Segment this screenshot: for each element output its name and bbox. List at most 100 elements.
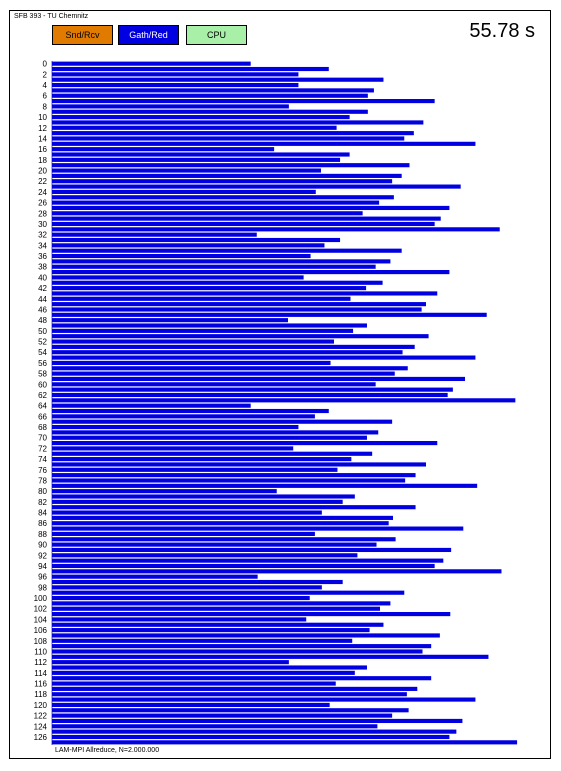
bar-59 xyxy=(52,376,466,382)
bar-1 xyxy=(52,66,329,72)
bar-4 xyxy=(52,82,299,88)
bar-80 xyxy=(52,489,277,494)
bar-43 xyxy=(52,291,438,296)
tick-label-116: 116 xyxy=(34,680,47,689)
tick-label-2: 2 xyxy=(43,70,48,79)
tick-label-110: 110 xyxy=(34,647,47,656)
tick-label-88: 88 xyxy=(38,530,47,539)
bar-118 xyxy=(52,692,407,697)
bar-95 xyxy=(52,569,502,574)
bar-24 xyxy=(52,189,316,194)
tick-label-58: 58 xyxy=(38,370,47,379)
tick-label-124: 124 xyxy=(34,722,48,731)
tick-label-66: 66 xyxy=(38,412,47,421)
tick-label-64: 64 xyxy=(38,402,47,411)
bar-47 xyxy=(52,312,487,317)
bar-42 xyxy=(52,286,367,291)
bar-77 xyxy=(52,473,416,478)
bar-22 xyxy=(52,179,393,184)
bar-30 xyxy=(52,221,435,227)
tick-label-100: 100 xyxy=(34,594,48,603)
tick-label-50: 50 xyxy=(38,327,47,336)
bar-65 xyxy=(52,408,329,414)
tick-label-80: 80 xyxy=(38,487,47,496)
bar-102 xyxy=(52,606,380,611)
bar-39 xyxy=(52,270,450,275)
bar-124 xyxy=(52,724,378,729)
tick-label-74: 74 xyxy=(38,455,47,464)
tick-label-10: 10 xyxy=(38,113,47,122)
bar-25 xyxy=(52,195,394,200)
bar-36 xyxy=(52,253,311,259)
bar-49 xyxy=(52,323,367,328)
bar-14 xyxy=(52,136,405,141)
bar-66 xyxy=(52,414,315,419)
bar-81 xyxy=(52,494,355,499)
tick-label-120: 120 xyxy=(34,701,48,710)
tick-label-8: 8 xyxy=(43,102,48,111)
bar-54 xyxy=(52,350,403,355)
tick-label-112: 112 xyxy=(34,658,47,667)
tick-label-98: 98 xyxy=(38,583,47,592)
bar-78 xyxy=(52,478,406,483)
legend-gath-red: Gath/Red xyxy=(118,25,179,45)
bar-82 xyxy=(52,499,343,504)
bar-106 xyxy=(52,628,370,633)
bar-62 xyxy=(52,392,448,398)
tick-label-108: 108 xyxy=(34,637,48,646)
tick-label-104: 104 xyxy=(34,615,48,624)
bar-6 xyxy=(52,93,368,98)
bar-74 xyxy=(52,457,352,462)
bar-67 xyxy=(52,419,393,424)
tick-label-126: 126 xyxy=(34,733,48,742)
bar-69 xyxy=(52,430,379,435)
bar-107 xyxy=(52,633,440,638)
bar-56 xyxy=(52,360,331,365)
tick-label-42: 42 xyxy=(38,284,47,293)
bar-68 xyxy=(52,424,299,430)
bar-41 xyxy=(52,280,383,285)
tick-label-54: 54 xyxy=(38,348,47,357)
bar-73 xyxy=(52,451,373,456)
bar-57 xyxy=(52,366,408,371)
bar-20 xyxy=(52,168,321,173)
bar-114 xyxy=(52,670,355,675)
bar-8 xyxy=(52,104,289,109)
tick-label-68: 68 xyxy=(38,423,47,432)
bar-121 xyxy=(52,708,409,713)
bar-110 xyxy=(52,649,423,654)
footer-note: LAM-MPI Allreduce, N=2.000.000 xyxy=(55,747,160,754)
bar-3 xyxy=(52,77,384,82)
bar-109 xyxy=(52,644,432,649)
bar-79 xyxy=(52,483,478,488)
bar-108 xyxy=(52,638,353,643)
bar-122 xyxy=(52,713,393,718)
bar-34 xyxy=(52,243,325,248)
bar-9 xyxy=(52,109,368,114)
bar-72 xyxy=(52,446,294,451)
tick-label-72: 72 xyxy=(38,444,47,453)
bar-92 xyxy=(52,553,358,558)
tick-label-4: 4 xyxy=(43,81,48,90)
tick-label-56: 56 xyxy=(38,359,47,368)
bar-119 xyxy=(52,697,476,702)
bar-101 xyxy=(52,601,391,606)
bar-83 xyxy=(52,505,416,510)
tick-label-118: 118 xyxy=(34,690,47,699)
tick-label-44: 44 xyxy=(38,295,47,304)
bar-19 xyxy=(52,163,410,168)
tick-label-114: 114 xyxy=(34,669,47,678)
bar-117 xyxy=(52,686,418,691)
tick-label-94: 94 xyxy=(38,562,47,571)
tick-label-84: 84 xyxy=(38,509,47,518)
bar-71 xyxy=(52,441,438,446)
bar-87 xyxy=(52,526,464,531)
tick-label-62: 62 xyxy=(38,391,47,400)
bar-98 xyxy=(52,585,322,590)
bar-86 xyxy=(52,521,389,526)
tick-label-92: 92 xyxy=(38,551,47,560)
bar-0 xyxy=(52,61,251,66)
bar-16 xyxy=(52,147,275,152)
bar-89 xyxy=(52,537,396,542)
